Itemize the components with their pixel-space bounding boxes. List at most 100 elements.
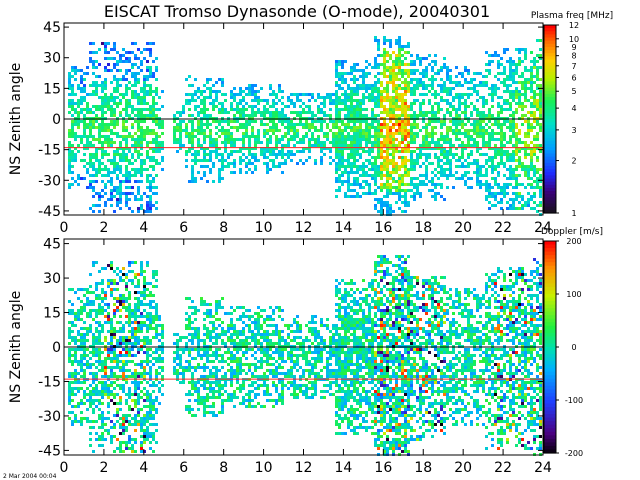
data-cell xyxy=(404,183,407,186)
data-cell xyxy=(425,171,428,174)
data-cell xyxy=(152,285,155,288)
data-cell xyxy=(113,186,116,189)
data-cell xyxy=(230,144,233,147)
data-cell xyxy=(530,162,533,165)
data-cell xyxy=(440,150,443,153)
data-cell xyxy=(338,189,341,192)
data-cell xyxy=(83,288,86,291)
data-cell xyxy=(89,438,92,441)
data-cell xyxy=(380,165,383,168)
data-cell xyxy=(413,165,416,168)
data-cell xyxy=(200,108,203,111)
data-cell xyxy=(461,162,464,165)
data-cell xyxy=(377,144,380,147)
data-cell xyxy=(410,135,413,138)
data-cell xyxy=(515,192,518,195)
data-cell xyxy=(518,63,521,66)
data-cell xyxy=(539,84,542,87)
data-cell xyxy=(254,165,257,168)
data-cell xyxy=(125,276,128,279)
data-cell xyxy=(86,111,89,114)
data-cell xyxy=(320,129,323,132)
data-cell xyxy=(146,282,149,285)
data-cell xyxy=(335,60,338,63)
data-cell xyxy=(392,210,395,213)
data-cell xyxy=(125,201,128,204)
data-cell xyxy=(341,135,344,138)
y-axis-label: NS Zenith angle xyxy=(8,63,24,175)
data-cell xyxy=(302,147,305,150)
data-cell xyxy=(476,93,479,96)
data-cell xyxy=(80,96,83,99)
data-cell xyxy=(74,69,77,72)
data-cell xyxy=(194,312,197,315)
data-cell xyxy=(467,144,470,147)
data-cell xyxy=(518,195,521,198)
data-cell xyxy=(425,111,428,114)
data-cell xyxy=(509,198,512,201)
data-cell xyxy=(377,210,380,213)
data-cell xyxy=(209,150,212,153)
data-cell xyxy=(80,177,83,180)
data-cell xyxy=(101,291,104,294)
data-cell xyxy=(371,141,374,144)
data-cell xyxy=(485,69,488,72)
data-cell xyxy=(296,111,299,114)
data-cell xyxy=(299,99,302,102)
data-cell xyxy=(419,81,422,84)
data-cell xyxy=(194,348,197,351)
data-cell xyxy=(149,72,152,75)
data-cell xyxy=(230,135,233,138)
data-cell xyxy=(245,156,248,159)
data-cell xyxy=(113,333,116,336)
data-cell xyxy=(350,72,353,75)
data-cell xyxy=(248,123,251,126)
data-cell xyxy=(434,63,437,66)
data-cell xyxy=(374,174,377,177)
data-cell xyxy=(278,141,281,144)
data-cell xyxy=(530,207,533,210)
data-cell xyxy=(482,111,485,114)
data-cell xyxy=(74,357,77,360)
data-cell xyxy=(83,306,86,309)
data-cell xyxy=(140,441,143,444)
data-cell xyxy=(386,183,389,186)
data-cell xyxy=(386,141,389,144)
data-cell xyxy=(152,141,155,144)
data-cell xyxy=(110,288,113,291)
data-cell xyxy=(341,75,344,78)
data-cell xyxy=(122,273,125,276)
data-cell xyxy=(524,135,527,138)
data-cell xyxy=(119,351,122,354)
data-cell xyxy=(254,114,257,117)
data-cell xyxy=(185,153,188,156)
data-cell xyxy=(137,126,140,129)
data-cell xyxy=(368,147,371,150)
data-cell xyxy=(368,72,371,75)
data-cell xyxy=(86,300,89,303)
data-cell xyxy=(89,432,92,435)
data-cell xyxy=(392,180,395,183)
data-cell xyxy=(389,141,392,144)
data-cell xyxy=(230,96,233,99)
data-cell xyxy=(191,123,194,126)
data-cell xyxy=(338,144,341,147)
data-cell xyxy=(392,138,395,141)
data-cell xyxy=(92,105,95,108)
data-cell xyxy=(440,78,443,81)
data-cell xyxy=(392,78,395,81)
data-cell xyxy=(110,93,113,96)
data-cell xyxy=(92,126,95,129)
data-cell xyxy=(293,126,296,129)
data-cell xyxy=(503,108,506,111)
data-cell xyxy=(116,321,119,324)
data-cell xyxy=(338,102,341,105)
data-cell xyxy=(140,429,143,432)
data-cell xyxy=(248,141,251,144)
data-cell xyxy=(272,132,275,135)
data-cell xyxy=(302,162,305,165)
data-cell xyxy=(386,207,389,210)
data-cell xyxy=(491,87,494,90)
data-cell xyxy=(416,186,419,189)
data-cell xyxy=(203,141,206,144)
